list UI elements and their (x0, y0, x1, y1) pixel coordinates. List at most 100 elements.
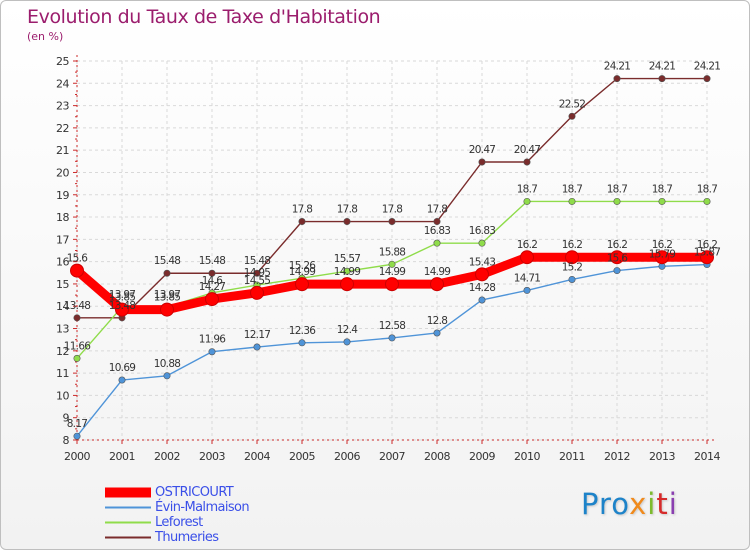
data-point (613, 197, 621, 205)
data-point (388, 334, 396, 342)
data-point (565, 250, 579, 265)
data-label: 14.99 (379, 266, 406, 278)
data-label: 16.83 (424, 225, 451, 237)
data-point (568, 275, 576, 283)
data-point (700, 250, 714, 265)
data-point (433, 218, 441, 226)
data-label: 15.26 (289, 260, 317, 272)
data-point (523, 286, 531, 294)
legend-swatch-leforest (105, 521, 151, 524)
data-label: 16.2 (607, 239, 628, 251)
data-point (208, 348, 216, 356)
data-label: 14.95 (244, 267, 271, 279)
data-point (430, 277, 444, 292)
data-point (523, 197, 531, 205)
y-tick-label: 25 (56, 55, 69, 68)
data-label: 14.55 (244, 275, 271, 287)
data-point (658, 197, 666, 205)
data-label: 15.48 (244, 255, 271, 267)
x-tick-label: 2009 (469, 450, 495, 463)
data-point (478, 296, 486, 304)
x-tick-label: 2007 (379, 450, 405, 463)
data-label: 11.96 (199, 334, 227, 346)
y-tick-label: 18 (56, 211, 69, 224)
y-tick-label: 21 (56, 144, 69, 157)
data-label: 12.17 (244, 329, 271, 341)
data-label: 10.88 (154, 358, 181, 370)
data-label: 22.52 (559, 98, 586, 110)
data-point (385, 277, 399, 292)
data-label: 16.2 (697, 239, 718, 251)
y-tick-label: 16 (56, 256, 69, 269)
data-label: 13.97 (154, 289, 181, 301)
legend-item-evin-malmaison: Évin-Malmaison (99, 500, 339, 515)
data-point (298, 339, 306, 347)
data-label: 15.48 (199, 255, 226, 267)
data-point (388, 218, 396, 226)
data-label: 17.8 (382, 204, 403, 216)
data-point (160, 302, 174, 317)
data-point (610, 250, 624, 265)
data-label: 16.2 (517, 239, 538, 251)
x-tick-label: 2001 (109, 450, 135, 463)
data-point (568, 112, 576, 120)
x-tick-label: 2014 (694, 450, 720, 463)
data-label: 15.2 (562, 261, 583, 273)
y-tick-label: 10 (56, 389, 69, 402)
data-label: 14.99 (334, 266, 361, 278)
x-tick-label: 2010 (514, 450, 540, 463)
data-label: 18.7 (652, 183, 673, 195)
data-point (343, 338, 351, 346)
x-tick-label: 2006 (334, 450, 360, 463)
data-point (115, 302, 129, 317)
data-label: 20.47 (469, 144, 496, 156)
data-point (73, 314, 81, 322)
data-point (298, 218, 306, 226)
data-label: 11.66 (64, 340, 92, 352)
data-point (703, 75, 711, 83)
data-label: 12.8 (427, 315, 448, 327)
data-label: 18.7 (697, 183, 718, 195)
data-label: 8.17 (67, 418, 88, 430)
y-tick-label: 22 (56, 122, 69, 135)
y-tick-label: 17 (56, 233, 69, 246)
legend-label-leforest: Leforest (155, 515, 203, 530)
y-tick-label: 8 (63, 434, 70, 447)
data-point (568, 197, 576, 205)
data-label: 20.47 (514, 144, 541, 156)
data-label: 24.21 (604, 61, 631, 73)
data-label: 15.57 (334, 253, 361, 265)
x-tick-label: 2008 (424, 450, 450, 463)
data-point (475, 267, 489, 282)
data-point (343, 218, 351, 226)
data-point (208, 269, 216, 277)
x-tick-label: 2013 (649, 450, 675, 463)
data-label: 24.21 (649, 61, 676, 73)
data-label: 14.27 (199, 281, 226, 293)
data-label: 24.21 (694, 61, 721, 73)
data-label: 13.85 (109, 292, 136, 304)
data-label: 17.8 (337, 204, 358, 216)
x-tick-label: 2000 (64, 450, 90, 463)
data-label: 15.88 (379, 246, 406, 258)
data-label: 15.43 (469, 256, 496, 268)
data-point (658, 75, 666, 83)
x-tick-label: 2002 (154, 450, 180, 463)
data-point (205, 292, 219, 307)
y-tick-label: 12 (56, 345, 69, 358)
x-tick-label: 2003 (199, 450, 225, 463)
y-tick-label: 15 (56, 278, 69, 291)
data-label: 13.48 (64, 300, 91, 312)
y-tick-label: 9 (63, 412, 70, 425)
data-point (73, 354, 81, 362)
data-point (163, 269, 171, 277)
data-label: 17.8 (427, 204, 448, 216)
data-label: 14.71 (514, 272, 541, 284)
y-tick-label: 13 (56, 323, 69, 336)
data-point (613, 75, 621, 83)
data-point (295, 277, 309, 292)
data-point (70, 263, 84, 278)
data-label: 15.87 (694, 247, 721, 259)
data-label: 13.48 (109, 300, 136, 312)
